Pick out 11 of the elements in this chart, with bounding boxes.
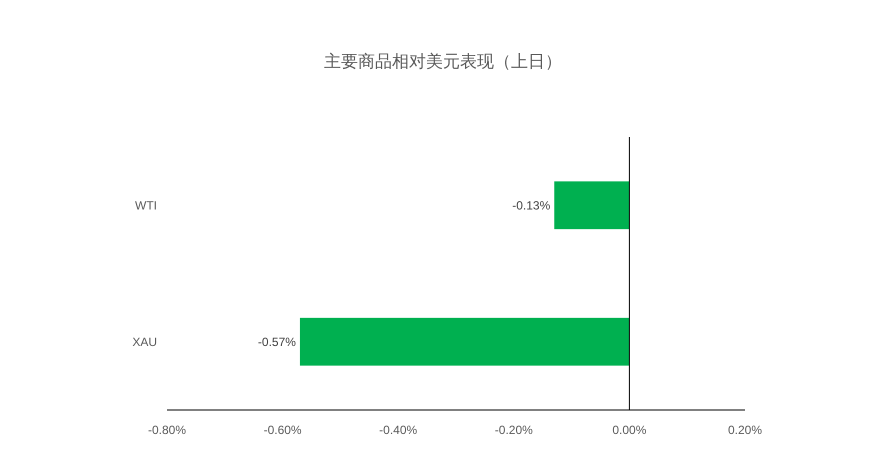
data-label: -0.13% bbox=[512, 198, 551, 212]
y-tick-label: XAU bbox=[132, 334, 157, 349]
chart-title: 主要商品相对美元表现（上日） bbox=[324, 52, 562, 71]
x-tick-label: -0.80% bbox=[148, 423, 186, 437]
x-tick-label: -0.40% bbox=[379, 423, 418, 437]
y-tick-label: WTI bbox=[135, 198, 157, 212]
data-label: -0.57% bbox=[258, 334, 296, 349]
x-tick-label: -0.60% bbox=[264, 423, 302, 437]
x-tick-label: 0.20% bbox=[728, 423, 762, 437]
x-tick-label: 0.00% bbox=[612, 423, 647, 437]
x-tick-label: -0.20% bbox=[494, 423, 534, 437]
